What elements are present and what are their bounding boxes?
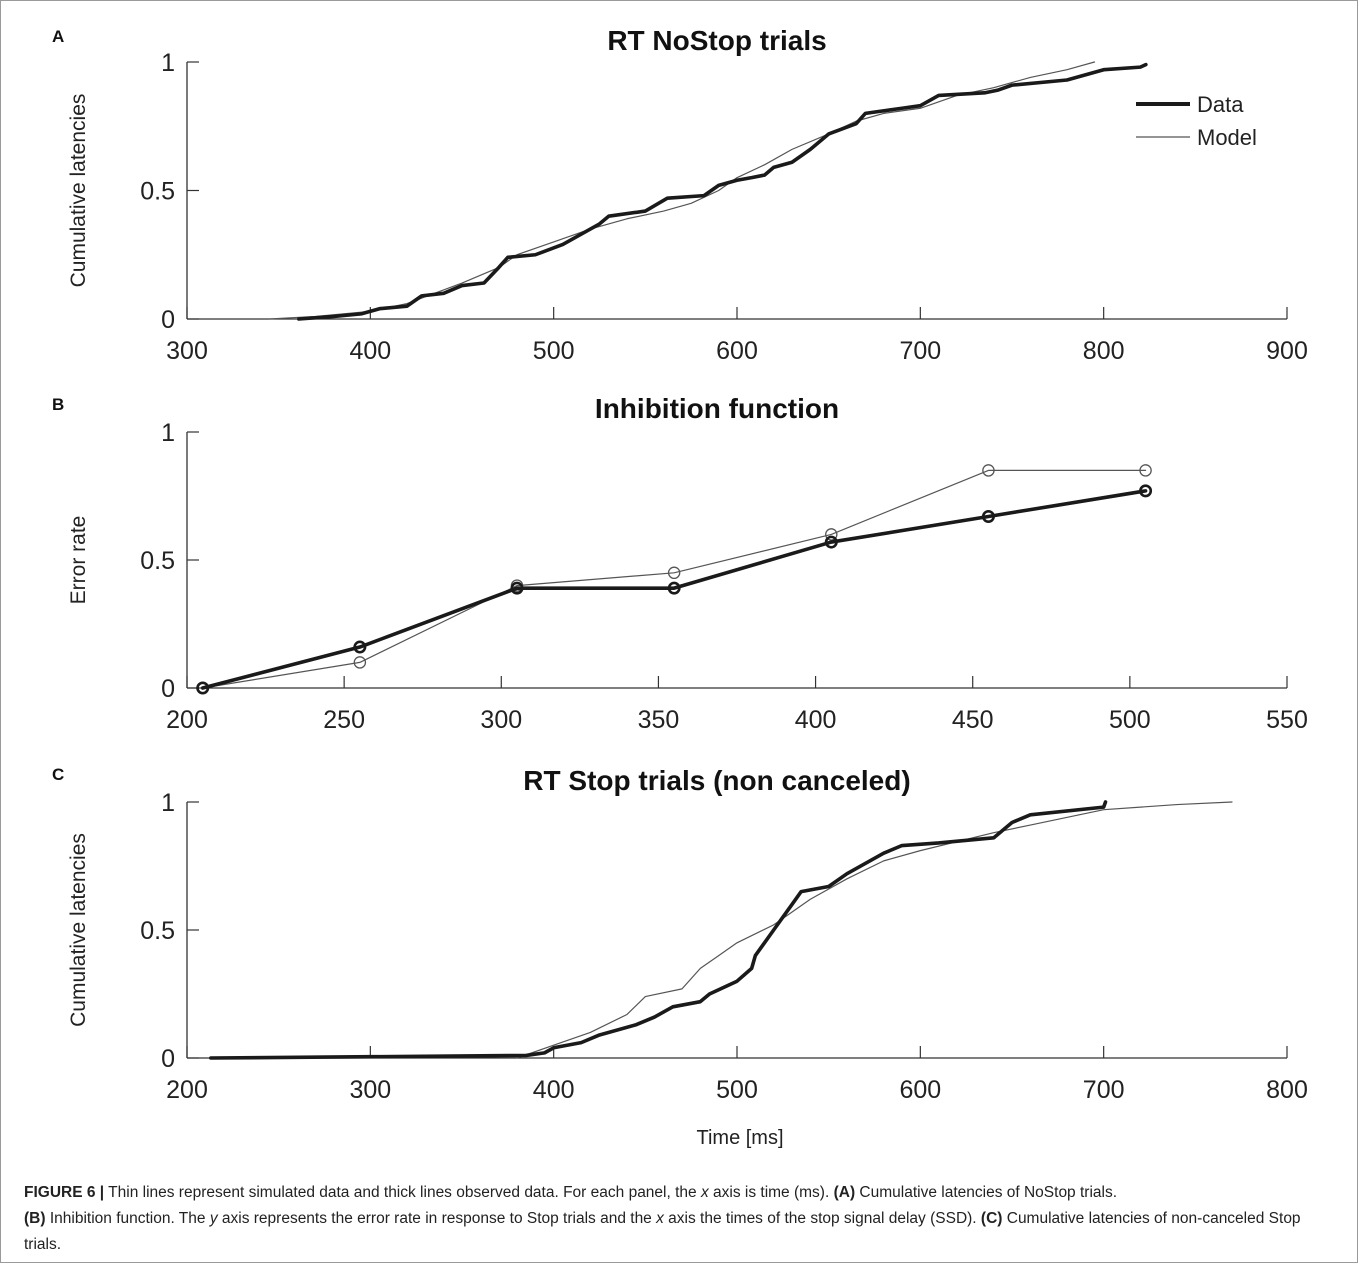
y-tick-label: 1 (161, 49, 175, 77)
caption-panel-b-label: (B) (24, 1210, 46, 1227)
x-tick-label: 500 (716, 1076, 758, 1104)
caption-text: Inhibition function. The (45, 1210, 210, 1227)
caption-x-italic: x (656, 1210, 664, 1227)
x-tick-label: 400 (349, 337, 391, 365)
caption-figure-label: FIGURE 6 | (24, 1184, 105, 1201)
chart-title: Inhibition function (595, 393, 839, 424)
x-tick-label: 350 (638, 706, 680, 734)
chart-title: RT NoStop trials (607, 25, 826, 56)
data-point-data (667, 581, 681, 595)
data-point-data (510, 581, 524, 595)
series-line-model (268, 61, 1096, 320)
caption-text: axis represents the error rate in respon… (217, 1210, 657, 1227)
y-axis-label: Cumulative latencies (67, 94, 90, 288)
figure-caption: FIGURE 6 | Thin lines represent simulate… (24, 1180, 1334, 1258)
caption-x-italic: x (700, 1184, 709, 1201)
x-tick-label: 300 (349, 1076, 391, 1104)
data-point-data (981, 509, 995, 523)
legend-label: Data (1197, 92, 1244, 117)
data-point-data (824, 535, 838, 549)
data-point-model (1139, 464, 1152, 477)
data-point-data (353, 640, 367, 654)
x-tick-label: 800 (1266, 1076, 1308, 1104)
caption-y-italic: y (209, 1210, 218, 1227)
series-line-data (200, 489, 1148, 690)
data-point-data (1139, 484, 1153, 498)
series-line-data (297, 62, 1148, 321)
x-tick-label: 200 (166, 1076, 208, 1104)
x-tick-label: 700 (1083, 1076, 1125, 1104)
data-point-model (982, 464, 995, 477)
y-axis-label: Error rate (67, 516, 90, 605)
x-tick-label: 300 (480, 706, 522, 734)
y-tick-label: 0.5 (140, 178, 175, 206)
data-point-data (196, 681, 210, 695)
caption-text: axis the times of the stop signal delay … (663, 1210, 981, 1227)
y-tick-label: 1 (161, 789, 175, 817)
x-tick-label: 300 (166, 337, 208, 365)
caption-text: Cumulative latencies of non-canceled Sto… (24, 1210, 1301, 1253)
x-tick-label: 400 (795, 706, 837, 734)
x-tick-label: 500 (533, 337, 575, 365)
x-tick-label: 250 (323, 706, 365, 734)
y-tick-label: 0.5 (140, 547, 175, 575)
x-tick-label: 900 (1266, 337, 1308, 365)
y-tick-label: 0 (161, 1045, 175, 1073)
caption-text: Cumulative latencies of NoStop trials. (855, 1184, 1118, 1201)
panel-letter: B (52, 395, 64, 414)
caption-text: axis is time (ms). (708, 1184, 834, 1201)
panel-letter: A (52, 27, 64, 46)
y-tick-label: 1 (161, 419, 175, 447)
y-tick-label: 0.5 (140, 917, 175, 945)
x-tick-label: 550 (1266, 706, 1308, 734)
data-point-model (353, 656, 367, 669)
legend-label: Model (1197, 125, 1257, 150)
x-tick-label: 800 (1083, 337, 1125, 365)
panel-letter: C (52, 765, 64, 784)
x-tick-label: 600 (716, 337, 758, 365)
series-line-data (209, 800, 1108, 1060)
x-axis-label: Time [ms] (696, 1127, 783, 1149)
x-tick-label: 200 (166, 706, 208, 734)
data-point-model (667, 566, 681, 580)
x-tick-label: 400 (533, 1076, 575, 1104)
x-tick-label: 600 (899, 1076, 941, 1104)
series-line-model (202, 469, 1147, 689)
chart-title: RT Stop trials (non canceled) (523, 765, 910, 796)
y-tick-label: 0 (161, 675, 175, 703)
caption-panel-a-label: (A) (833, 1184, 856, 1201)
caption-text: Thin lines represent simulated data and … (104, 1184, 701, 1201)
y-tick-label: 0 (161, 306, 175, 334)
caption-panel-c-label: (C) (980, 1210, 1003, 1227)
y-axis-label: Cumulative latencies (67, 833, 90, 1027)
series-line-model (516, 801, 1233, 1059)
x-tick-label: 450 (952, 706, 994, 734)
data-point-model (825, 528, 838, 541)
x-tick-label: 700 (899, 337, 941, 365)
x-tick-label: 500 (1109, 706, 1151, 734)
